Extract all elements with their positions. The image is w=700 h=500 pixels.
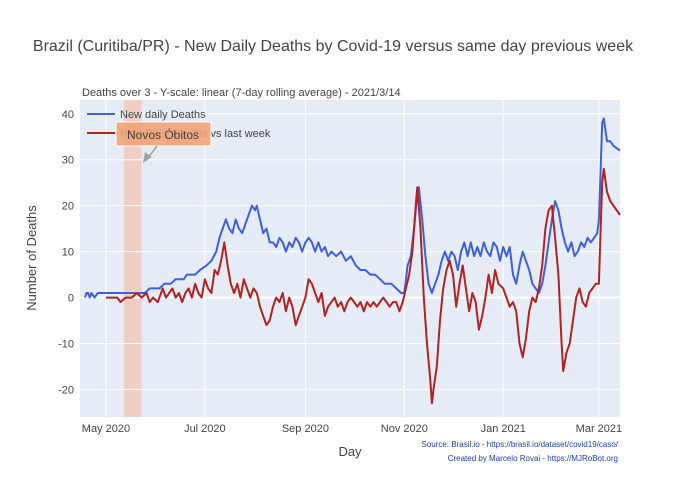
x-tick-label: Sep 2020 bbox=[282, 423, 329, 435]
x-tick-label: Nov 2020 bbox=[381, 423, 428, 435]
x-axis-title: Day bbox=[338, 444, 362, 459]
source-credit: Source: Brasil.io - https://brasil.io/da… bbox=[421, 440, 618, 449]
y-tick-label: 10 bbox=[62, 247, 74, 259]
y-axis-title: Number of Deaths bbox=[24, 205, 39, 311]
x-tick-label: Mar 2021 bbox=[576, 423, 622, 435]
shaded-region bbox=[123, 100, 142, 417]
y-tick-label: 30 bbox=[62, 155, 74, 167]
y-tick-label: 40 bbox=[62, 109, 74, 121]
y-tick-label: 20 bbox=[62, 201, 74, 213]
shaded-region-group bbox=[123, 100, 142, 417]
x-tick-label: Jul 2020 bbox=[184, 423, 226, 435]
annotation: Novos Óbitos bbox=[115, 121, 212, 163]
y-tick-label: -20 bbox=[58, 384, 74, 396]
plot-area bbox=[80, 100, 620, 417]
legend-label-new-daily-deaths: New daily Deaths bbox=[120, 109, 206, 121]
annotation-arrowhead bbox=[143, 152, 152, 163]
y-tick-label: -10 bbox=[58, 338, 74, 350]
y-axis-ticks: -20 -10 0 10 20 30 40 bbox=[58, 109, 74, 397]
series-line-vs-last-week bbox=[105, 167, 621, 405]
annotation-box bbox=[115, 121, 212, 147]
chart-title: Brazil (Curitiba/PR) - New Daily Deaths … bbox=[33, 38, 634, 55]
series-lines bbox=[83, 117, 621, 405]
x-tick-label: May 2020 bbox=[82, 423, 130, 435]
x-tick-label: Jan 2021 bbox=[481, 423, 526, 435]
author-credit: Created by Marcelo Rovai - https://MJRoB… bbox=[448, 454, 618, 463]
series-line-new-daily-deaths bbox=[83, 117, 621, 299]
x-axis-ticks: May 2020 Jul 2020 Sep 2020 Nov 2020 Jan 2021… bbox=[82, 423, 622, 435]
annotation-text: Novos Óbitos bbox=[127, 127, 199, 142]
chart-subtitle: Deaths over 3 - Y-scale: linear (7-day r… bbox=[82, 87, 401, 99]
y-tick-label: 0 bbox=[68, 293, 74, 305]
